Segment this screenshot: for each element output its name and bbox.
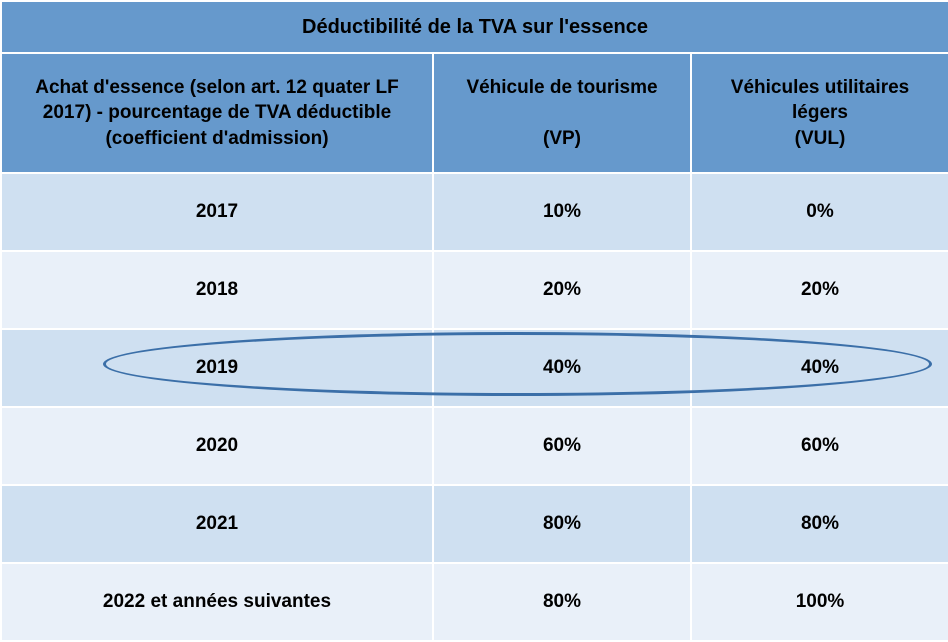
cell-year: 2017 [1,173,433,251]
cell-vp: 20% [433,251,691,329]
col1-line3: (coefficient d'admission) [105,128,328,149]
cell-vul: 0% [691,173,948,251]
cell-vul: 40% [691,329,948,407]
col-header-vp: Véhicule de tourisme (VP) [433,53,691,173]
cell-vp: 10% [433,173,691,251]
table-row: 2018 20% 20% [1,251,948,329]
col1-line1: Achat d'essence (selon art. 12 quater LF [35,77,399,98]
cell-vul: 80% [691,485,948,563]
table-container: { "title": "Déductibilité de la TVA sur … [0,0,948,539]
col2-line1: Véhicule de tourisme [466,77,657,98]
table-row: 2022 et années suivantes 80% 100% [1,563,948,641]
cell-year: 2018 [1,251,433,329]
cell-vul: 20% [691,251,948,329]
col3-line1: Véhicules utilitaires [731,77,909,98]
cell-year: 2019 [1,329,433,407]
cell-vp: 80% [433,563,691,641]
col3-line3: (VUL) [795,128,846,149]
cell-year: 2020 [1,407,433,485]
cell-vp: 80% [433,485,691,563]
cell-year: 2022 et années suivantes [1,563,433,641]
table-body: 2017 10% 0% 2018 20% 20% 2019 40% 40% 20… [1,173,948,641]
col-header-vul: Véhicules utilitaires légers (VUL) [691,53,948,173]
tva-table: Déductibilité de la TVA sur l'essence Ac… [0,0,948,642]
cell-vul: 100% [691,563,948,641]
cell-year: 2021 [1,485,433,563]
col2-line2: (VP) [543,128,581,149]
table-row: 2017 10% 0% [1,173,948,251]
col1-line2: 2017) - pourcentage de TVA déductible [43,102,391,123]
col-header-year: Achat d'essence (selon art. 12 quater LF… [1,53,433,173]
table-row: 2021 80% 80% [1,485,948,563]
cell-vp: 60% [433,407,691,485]
col3-line2: légers [792,102,848,123]
cell-vul: 60% [691,407,948,485]
table-title: Déductibilité de la TVA sur l'essence [1,1,948,53]
table-row: 2019 40% 40% [1,329,948,407]
table-row: 2020 60% 60% [1,407,948,485]
cell-vp: 40% [433,329,691,407]
